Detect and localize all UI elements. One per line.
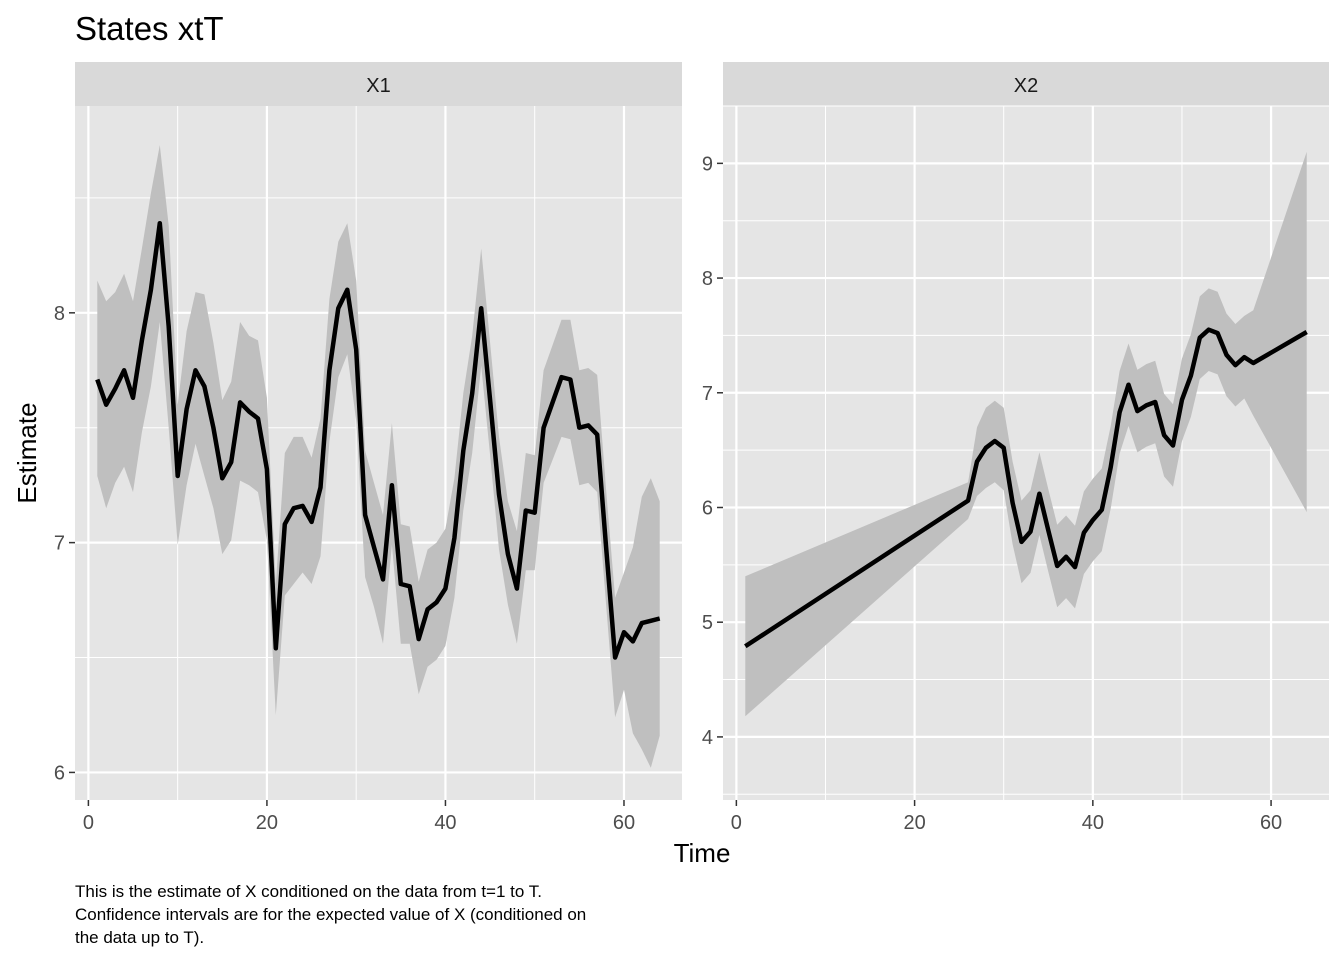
axes-x2: 0 20 40 60 4 5 6 7 8 9 [702, 153, 1282, 834]
axes-x1: 0 20 40 60 6 7 8 [54, 303, 635, 834]
facet-strip-label-x1: X1 [366, 75, 390, 97]
y-tick-label: 4 [702, 727, 713, 749]
y-tick-label: 5 [702, 612, 713, 634]
facet-strip-x1 [75, 62, 682, 106]
y-tick-label: 7 [54, 533, 65, 555]
facet-x1: X1 0 20 40 60 6 7 8 [54, 62, 682, 834]
estimate-line-x2 [744, 327, 1308, 649]
facet-strip-x2 [723, 62, 1329, 106]
plot-caption: This is the estimate of X conditioned on… [75, 880, 715, 949]
y-tick-label: 9 [702, 153, 713, 175]
y-tick-label: 7 [702, 383, 713, 405]
facet-strip-label-x2: X2 [1014, 75, 1038, 97]
caption-line: This is the estimate of X conditioned on… [75, 882, 542, 901]
y-axis-title: Estimate [12, 402, 42, 503]
x-tick-label: 40 [1082, 812, 1104, 834]
x-tick-label: 40 [434, 812, 456, 834]
x-axis-title: Time [674, 838, 731, 868]
x-tick-label: 0 [83, 812, 94, 834]
panel-background-x2 [723, 106, 1329, 800]
confidence-ribbon-x1 [97, 145, 660, 768]
x-tick-label: 60 [1260, 812, 1282, 834]
y-tick-label: 8 [702, 268, 713, 290]
estimate-line-x1 [95, 220, 661, 660]
y-tick-label: 8 [54, 303, 65, 325]
y-tick-label: 6 [702, 497, 713, 519]
x-tick-label: 60 [613, 812, 635, 834]
confidence-ribbon-x2 [745, 151, 1307, 717]
x-tick-label: 20 [256, 812, 278, 834]
y-tick-label: 6 [54, 762, 65, 784]
caption-line: Confidence intervals are for the expecte… [75, 905, 587, 924]
caption-line: the data up to T). [75, 928, 205, 947]
facet-x2: X2 0 20 40 60 4 5 6 7 8 9 [702, 62, 1329, 834]
plot-title: States xtT [75, 10, 224, 47]
x-tick-label: 0 [731, 812, 742, 834]
x-tick-label: 20 [903, 812, 925, 834]
gridlines-x2 [723, 105, 1329, 800]
